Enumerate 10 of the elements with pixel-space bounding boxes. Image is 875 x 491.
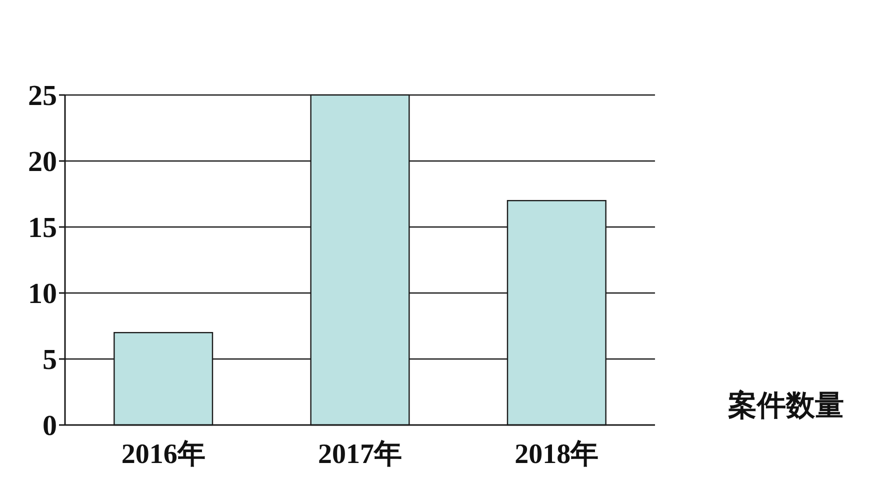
y-tick-label: 15 [28,212,57,244]
x-tick-label: 2016年 [121,439,206,470]
y-tick-label: 10 [28,278,57,310]
text: 案件数量 [727,389,844,422]
x-tick-label: 2017年 [318,439,402,470]
y-tick-label: 25 [28,80,57,112]
y-tick-label: 5 [42,344,57,376]
y-tick-label: 0 [42,410,57,442]
x-tick-label: 2018年 [514,439,599,470]
y-tick-label: 20 [28,146,57,178]
